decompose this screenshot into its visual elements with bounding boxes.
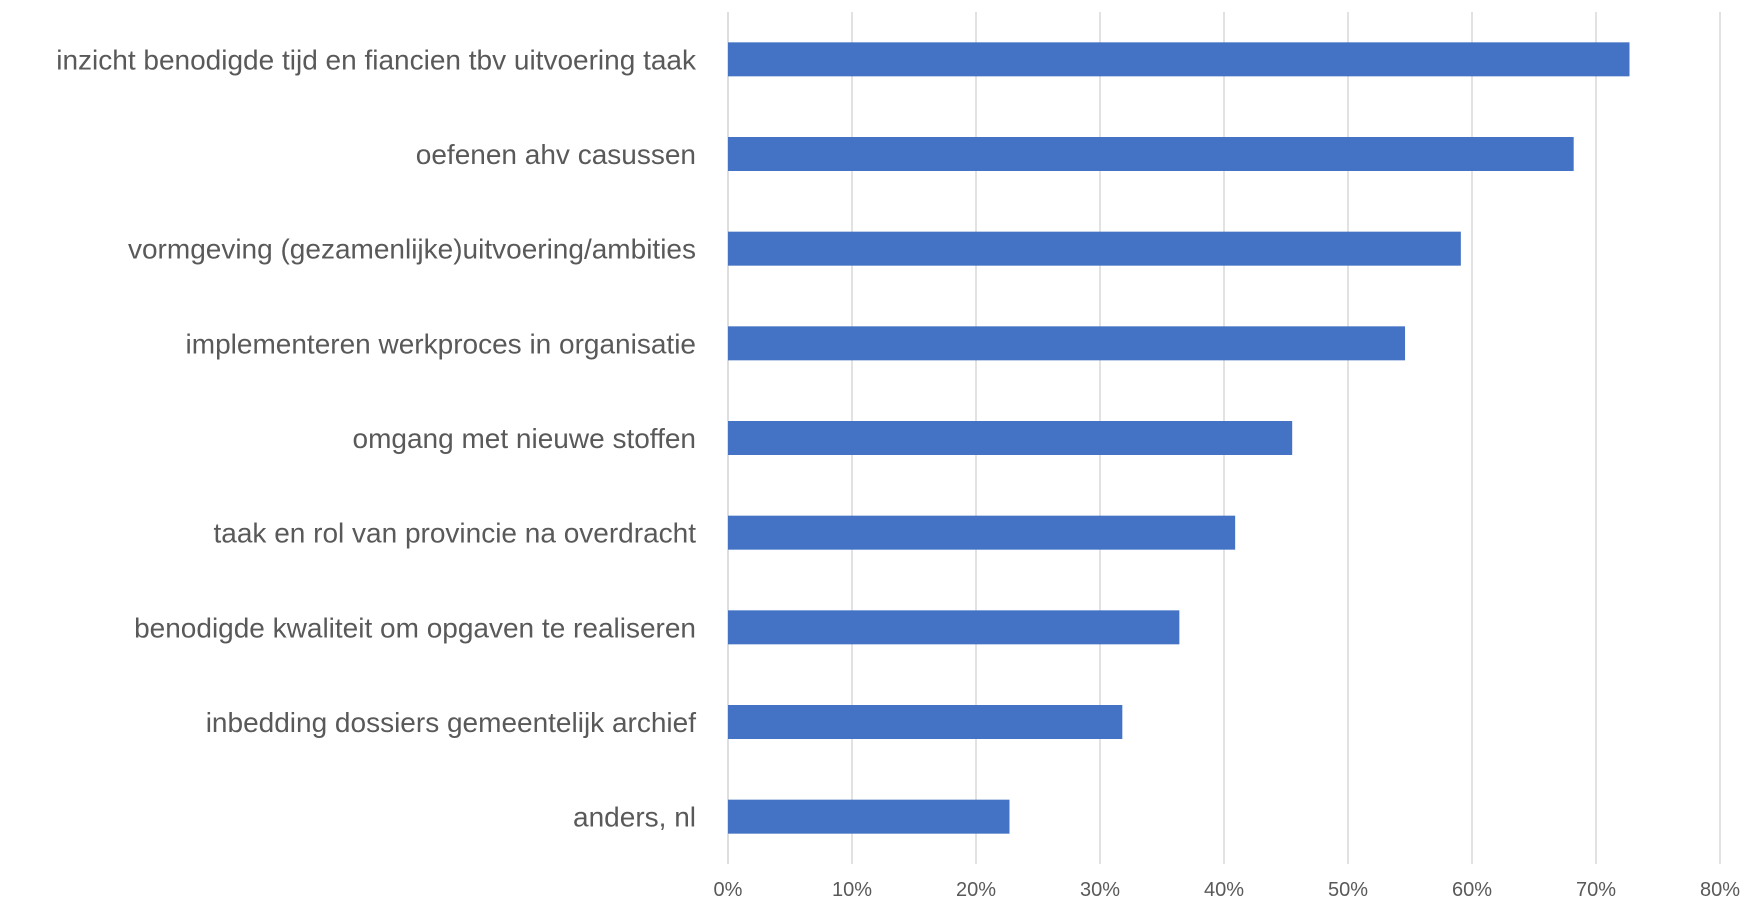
category-label: anders, nl — [573, 802, 696, 833]
bar — [728, 42, 1630, 77]
bars — [728, 42, 1630, 834]
x-tick-label: 20% — [956, 879, 996, 901]
bar — [728, 231, 1461, 266]
bar — [728, 421, 1293, 455]
category-label: oefenen ahv casussen — [416, 139, 696, 170]
bar — [728, 326, 1406, 361]
bar — [728, 515, 1236, 550]
bar — [728, 610, 1180, 645]
bar — [728, 137, 1574, 171]
category-label: vormgeving (gezamenlijke)uitvoering/ambi… — [128, 234, 696, 265]
bar — [728, 799, 1010, 834]
category-label: implementeren werkproces in organisatie — [186, 328, 696, 359]
category-label: benodigde kwaliteit om opgaven te realis… — [134, 612, 696, 643]
category-label: taak en rol van provincie na overdracht — [214, 518, 697, 549]
category-labels: inzicht benodigde tijd en fiancien tbv u… — [56, 44, 697, 832]
x-tick-label: 80% — [1700, 879, 1740, 901]
x-tick-label: 40% — [1204, 879, 1244, 901]
x-tick-label: 60% — [1452, 879, 1492, 901]
x-tick-label: 0% — [714, 879, 743, 901]
x-tick-label: 70% — [1576, 879, 1616, 901]
x-tick-label: 10% — [832, 879, 872, 901]
bar — [728, 705, 1123, 739]
category-label: omgang met nieuwe stoffen — [353, 423, 696, 454]
x-axis-tick-labels: 0% 10% 20% 30% 40% 50% 60% 70% 80% — [714, 879, 1741, 901]
category-label: inbedding dossiers gemeentelijk archief — [206, 707, 697, 738]
x-tick-label: 30% — [1080, 879, 1120, 901]
category-label: inzicht benodigde tijd en fiancien tbv u… — [56, 44, 697, 75]
x-tick-label: 50% — [1328, 879, 1368, 901]
